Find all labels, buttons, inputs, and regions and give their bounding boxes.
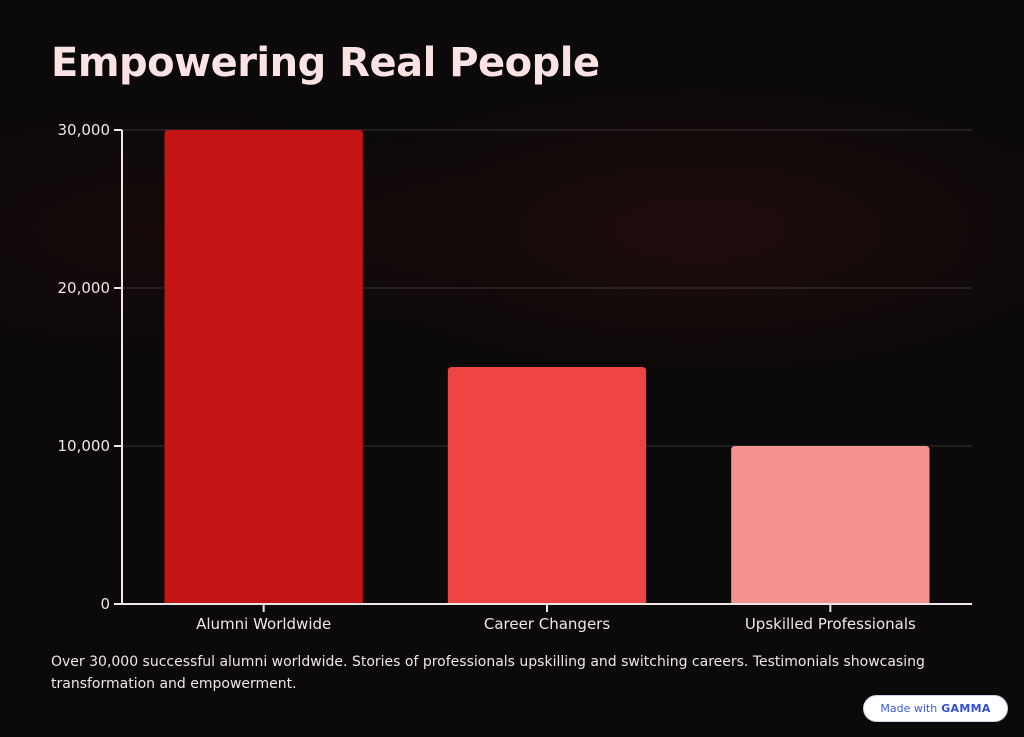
x-tick-label: Career Changers [484,615,610,633]
tick-labels: 0 10,000 20,000 30,000 Alumni Worldwide Caree… [58,121,917,633]
bar [731,446,930,604]
axes [114,129,972,612]
page-title: Empowering Real People [51,40,600,86]
badge-prefix: Made with [880,702,938,715]
x-tick-label: Alumni Worldwide [196,615,331,633]
y-tick-label: 20,000 [58,279,111,297]
bar [447,367,647,604]
chart-caption: Over 30,000 successful alumni worldwide.… [51,654,925,692]
bars [164,130,930,604]
y-tick-label: 0 [100,595,110,613]
gamma-logo: GAMMA [941,702,991,715]
bar [164,130,363,604]
y-tick-label: 30,000 [58,121,111,139]
y-tick-label: 10,000 [58,437,111,455]
x-tick-label: Upskilled Professionals [745,615,916,633]
made-with-gamma-badge[interactable]: Made with GAMMA [863,695,1008,722]
